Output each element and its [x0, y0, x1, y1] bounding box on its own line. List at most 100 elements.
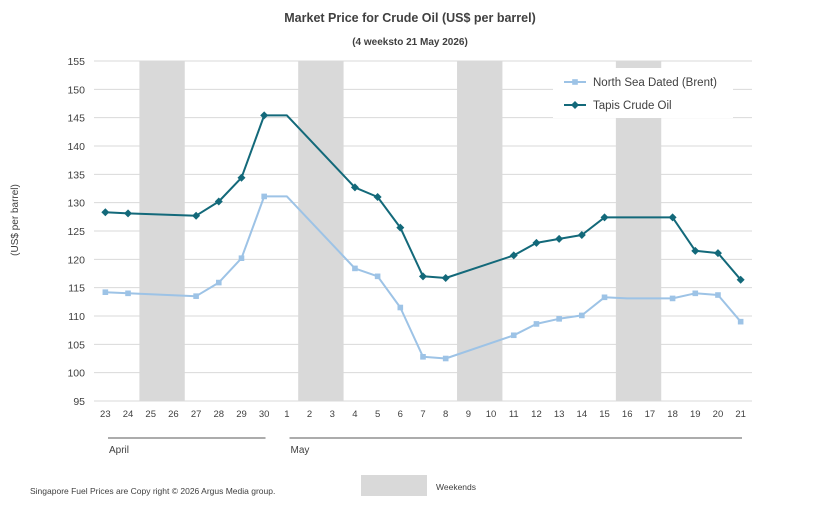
legend-marker: [571, 101, 579, 109]
y-tick-label: 130: [67, 198, 85, 210]
x-tick-label: 9: [466, 409, 471, 420]
data-point: [600, 213, 609, 222]
y-tick-label: 105: [67, 339, 85, 351]
data-point: [420, 354, 426, 360]
x-tick-label: 23: [100, 409, 111, 420]
data-point: [238, 255, 245, 261]
legend-label: North Sea Dated (Brent): [593, 77, 717, 89]
data-point: [715, 292, 721, 298]
data-point: [397, 304, 404, 311]
x-tick-label: 1: [284, 409, 289, 420]
data-point: [533, 321, 540, 327]
x-axis-ticks: 23 24 25 26 27 28 29 30 1 2 3 4 5 6 7 8 9 10 11 12 13 14 15 16 1…: [100, 409, 746, 420]
month-axis: April May: [108, 437, 742, 456]
legend-label: Tapis Crude Oil: [593, 100, 672, 112]
x-tick-label: 19: [690, 409, 701, 420]
data-point: [510, 332, 517, 339]
y-tick-label: 140: [67, 141, 85, 153]
x-tick-label: 13: [554, 409, 565, 420]
data-point: [101, 208, 110, 217]
x-tick-label: 4: [352, 409, 357, 420]
data-point: [577, 230, 586, 239]
x-tick-label: 10: [486, 409, 497, 420]
x-tick-label: 26: [168, 409, 179, 420]
data-point: [713, 249, 722, 258]
x-tick-label: 28: [214, 409, 225, 420]
data-point: [509, 251, 518, 260]
data-point: [579, 312, 585, 319]
x-tick-label: 21: [735, 409, 746, 420]
data-point: [669, 295, 676, 302]
data-point: [374, 273, 381, 280]
data-point: [215, 279, 222, 286]
data-point: [214, 197, 223, 206]
data-point: [193, 293, 199, 299]
data-point: [237, 173, 246, 182]
data-point: [555, 234, 564, 243]
x-tick-label: 2: [307, 409, 312, 420]
x-tick-label: 25: [145, 409, 156, 420]
y-tick-label: 100: [67, 368, 85, 380]
data-point: [601, 294, 608, 301]
data-point: [442, 355, 449, 362]
x-tick-label: 27: [191, 409, 202, 420]
x-tick-label: 8: [443, 409, 448, 420]
legend-box: [553, 68, 733, 118]
y-tick-label: 115: [68, 283, 85, 295]
copyright-note: Singapore Fuel Prices are Copy right © 2…: [30, 486, 275, 496]
data-point: [373, 193, 382, 201]
month-label: April: [109, 445, 129, 456]
legend: North Sea Dated (Brent) Tapis Crude Oil: [553, 68, 733, 118]
y-tick-label: 150: [67, 84, 85, 96]
data-point: [102, 289, 109, 295]
chart-subtitle: (4 weeksto 21 May 2026): [352, 37, 468, 48]
chart-title: Market Price for Crude Oil (US$ per barr…: [284, 11, 535, 25]
y-tick-label: 125: [67, 226, 85, 238]
y-axis-label: (US$ per barrel): [10, 184, 21, 256]
data-point: [261, 193, 267, 200]
x-tick-label: 3: [330, 409, 335, 420]
x-tick-label: 15: [599, 409, 610, 420]
data-point: [352, 265, 358, 272]
data-point: [419, 272, 427, 281]
y-tick-label: 95: [73, 396, 85, 408]
data-point: [350, 183, 359, 192]
x-tick-label: 14: [577, 409, 588, 420]
x-tick-label: 30: [259, 409, 270, 420]
x-tick-label: 7: [420, 409, 425, 420]
data-point: [260, 111, 269, 120]
y-tick-label: 155: [67, 56, 85, 68]
data-point: [668, 213, 677, 222]
y-tick-label: 120: [67, 254, 85, 266]
data-point: [736, 275, 745, 284]
data-series: [101, 111, 745, 362]
y-tick-label: 145: [67, 113, 85, 125]
data-point: [124, 209, 133, 218]
x-tick-label: 24: [123, 409, 134, 420]
y-tick-label: 135: [67, 169, 85, 181]
data-point: [737, 318, 744, 325]
data-point: [192, 211, 201, 220]
data-point: [441, 274, 450, 283]
month-label: May: [291, 445, 310, 456]
data-point: [691, 246, 700, 255]
x-tick-label: 18: [667, 409, 678, 420]
data-point: [125, 290, 131, 297]
weekend-legend-swatch: [361, 475, 427, 496]
x-tick-label: 12: [531, 409, 542, 420]
legend-marker: [572, 79, 578, 85]
x-tick-label: 11: [509, 409, 519, 420]
data-point: [556, 316, 562, 322]
x-tick-label: 16: [622, 409, 633, 420]
y-tick-label: 110: [68, 311, 85, 323]
data-point: [396, 223, 405, 232]
data-point: [692, 290, 699, 297]
y-axis-ticks: 95 100 105 110 115 120 125 130 135 140 145 150 155: [67, 56, 85, 408]
weekend-legend-label: Weekends: [436, 482, 476, 492]
x-tick-label: 20: [713, 409, 724, 420]
x-tick-label: 5: [375, 409, 380, 420]
x-tick-label: 29: [236, 409, 247, 420]
x-tick-label: 17: [645, 409, 656, 420]
